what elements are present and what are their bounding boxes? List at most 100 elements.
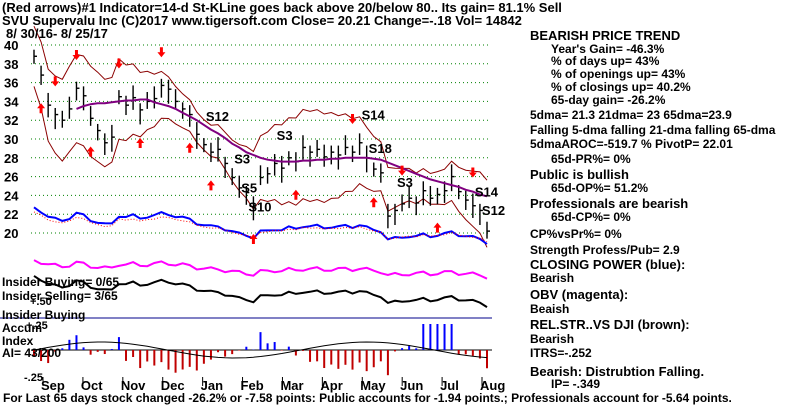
- buy-arrow-icon: [37, 103, 46, 114]
- stat-line: REL.STR..VS DJI (brown):: [530, 317, 690, 332]
- buy-arrow-icon: [86, 146, 95, 157]
- stat-line: Year's Gain= -46.3%: [551, 42, 665, 56]
- signal-label: S18: [369, 141, 392, 156]
- stock-info-line: SVU Supervalu Inc (C)2017 www.tigersoft.…: [2, 13, 522, 28]
- y-tick-label: 28: [4, 151, 18, 166]
- insider-selling-label: Insider Selling= 3/65: [2, 289, 118, 303]
- signal-label: S3: [234, 151, 250, 166]
- chart-title-line: (Red arrows)#1 Indicator=14-d St-KLine g…: [2, 0, 562, 15]
- accum-label: Accum: [2, 321, 43, 335]
- signal-label: S3: [397, 175, 413, 190]
- price-bars: [33, 49, 490, 239]
- sell-arrow-icon: [468, 167, 477, 178]
- signal-label: S12: [206, 109, 229, 124]
- buy-arrow-icon: [185, 142, 194, 153]
- signal-arrows: [37, 47, 477, 244]
- buy-arrow-icon: [136, 138, 145, 149]
- y-tick-label: 38: [4, 57, 18, 72]
- sell-arrow-icon: [398, 165, 407, 176]
- x-tick-label: May: [360, 378, 386, 393]
- stat-line: % of closings up= 40.2%: [551, 80, 691, 94]
- accum-scale-bottom: -.25: [24, 372, 43, 384]
- sell-arrow-icon: [51, 76, 60, 87]
- x-tick-label: Apr: [320, 378, 342, 393]
- sell-arrow-icon: [157, 47, 166, 58]
- y-tick-label: 24: [4, 188, 19, 203]
- relative-strength-line: [33, 275, 488, 308]
- y-tick-label: 34: [4, 94, 19, 109]
- stat-line: 65d-CP%= 0%: [551, 210, 631, 224]
- stat-line: 65d-PR%= 0%: [551, 152, 631, 166]
- date-range: 8/ 30/16- 8/ 25/17: [6, 26, 108, 41]
- x-tick-label: Jan: [201, 378, 223, 393]
- accum-scale-mid: +.25: [26, 320, 48, 332]
- x-axis-ticks: Sep Oct Nov Dec Jan Feb Mar Apr May Jun Jul Aug: [41, 377, 505, 393]
- buy-arrow-icon: [291, 189, 300, 200]
- buy-arrow-icon: [369, 197, 378, 208]
- buy-arrow-icon: [433, 222, 442, 233]
- stat-line: 5dmaAROC=-519.7 % PivotP= 22.01: [530, 137, 733, 151]
- lower-band-line: [33, 86, 488, 248]
- stat-line: CP%vsPr%= 0%: [530, 227, 622, 241]
- y-tick-label: 30: [4, 132, 18, 147]
- x-tick-label: Aug: [480, 378, 505, 393]
- x-tick-label: Feb: [241, 378, 264, 393]
- accumulation-signal-line: [33, 341, 488, 359]
- stat-line: 5dma= 21.3 21dma= 23 65dma=23.9: [530, 108, 732, 122]
- sell-arrow-icon: [348, 113, 357, 124]
- x-tick-label: Sep: [41, 378, 65, 393]
- stat-line: CLOSING POWER (blue):: [530, 257, 686, 272]
- stat-line: Bearish: [530, 271, 575, 285]
- signal-label: S14: [475, 184, 499, 199]
- x-tick-label: Jun: [400, 378, 423, 393]
- stat-line: Public is bullish: [530, 167, 629, 182]
- x-tick-label: Mar: [280, 378, 303, 393]
- buy-arrow-icon: [206, 180, 215, 191]
- y-tick-label: 40: [4, 38, 18, 53]
- y-tick-label: 22: [4, 207, 18, 222]
- price-gridlines: [31, 44, 490, 234]
- stat-line: 65-day gain= -26.2%: [551, 93, 666, 107]
- signal-label: S12: [482, 203, 505, 218]
- stat-line: 65d-OP%= 51.2%: [551, 181, 649, 195]
- signal-annotations: S12 S3 S3 S5 S10 S14 S18 S3 S14 S12: [206, 107, 505, 218]
- sell-arrow-icon: [114, 58, 123, 69]
- y-tick-label: 20: [4, 226, 18, 241]
- y-tick-label: 32: [4, 113, 18, 128]
- stat-line: Bearish: [530, 332, 575, 346]
- stat-line: OBV (magenta):: [530, 287, 629, 302]
- index-label: Index: [2, 334, 34, 348]
- stat-line: Professionals are bearish: [530, 196, 689, 211]
- insider-buying-label: Insider Buying= 0/65: [2, 275, 120, 289]
- insider-buying-label-2: Insider Buying: [2, 308, 86, 322]
- x-tick-label: Jul: [440, 378, 459, 393]
- ai-label: AI= 43/200: [2, 346, 62, 360]
- y-tick-label: 26: [4, 170, 18, 185]
- stat-line: Strength Profess/Pub= 2.9: [530, 243, 680, 257]
- stat-line: Bearish: Distrubtion Falling.: [530, 364, 705, 379]
- closing-power-ma-line: [33, 211, 488, 243]
- accumulation-bars: [33, 324, 488, 376]
- stat-line: % of days up= 43%: [551, 54, 660, 68]
- stat-line: IP= -.349: [551, 377, 601, 391]
- signal-label: S3: [277, 128, 293, 143]
- y-axis-ticks: 40 38 36 34 32 30 28 26 24 22 20: [4, 38, 19, 241]
- stat-line: % of openings up= 43%: [551, 67, 686, 81]
- upper-band-line: [33, 25, 488, 181]
- x-tick-label: Oct: [81, 378, 103, 393]
- footer-summary: For Last 65 days stock changed -26.2% or…: [3, 391, 732, 405]
- signal-label: S14: [362, 107, 386, 122]
- sell-arrow-icon: [72, 50, 81, 61]
- bollinger-bands: [33, 25, 488, 248]
- obv-line: [33, 259, 488, 280]
- signal-label: S5: [241, 181, 257, 196]
- x-tick-label: Dec: [161, 378, 185, 393]
- signal-label: S10: [248, 199, 271, 214]
- stat-line: Beaish: [530, 302, 570, 316]
- x-tick-label: Nov: [121, 378, 146, 393]
- buy-arrow-icon: [249, 233, 258, 244]
- stat-line: ITRS=-.252: [530, 346, 592, 360]
- trend-title: BEARISH PRICE TREND: [530, 28, 681, 43]
